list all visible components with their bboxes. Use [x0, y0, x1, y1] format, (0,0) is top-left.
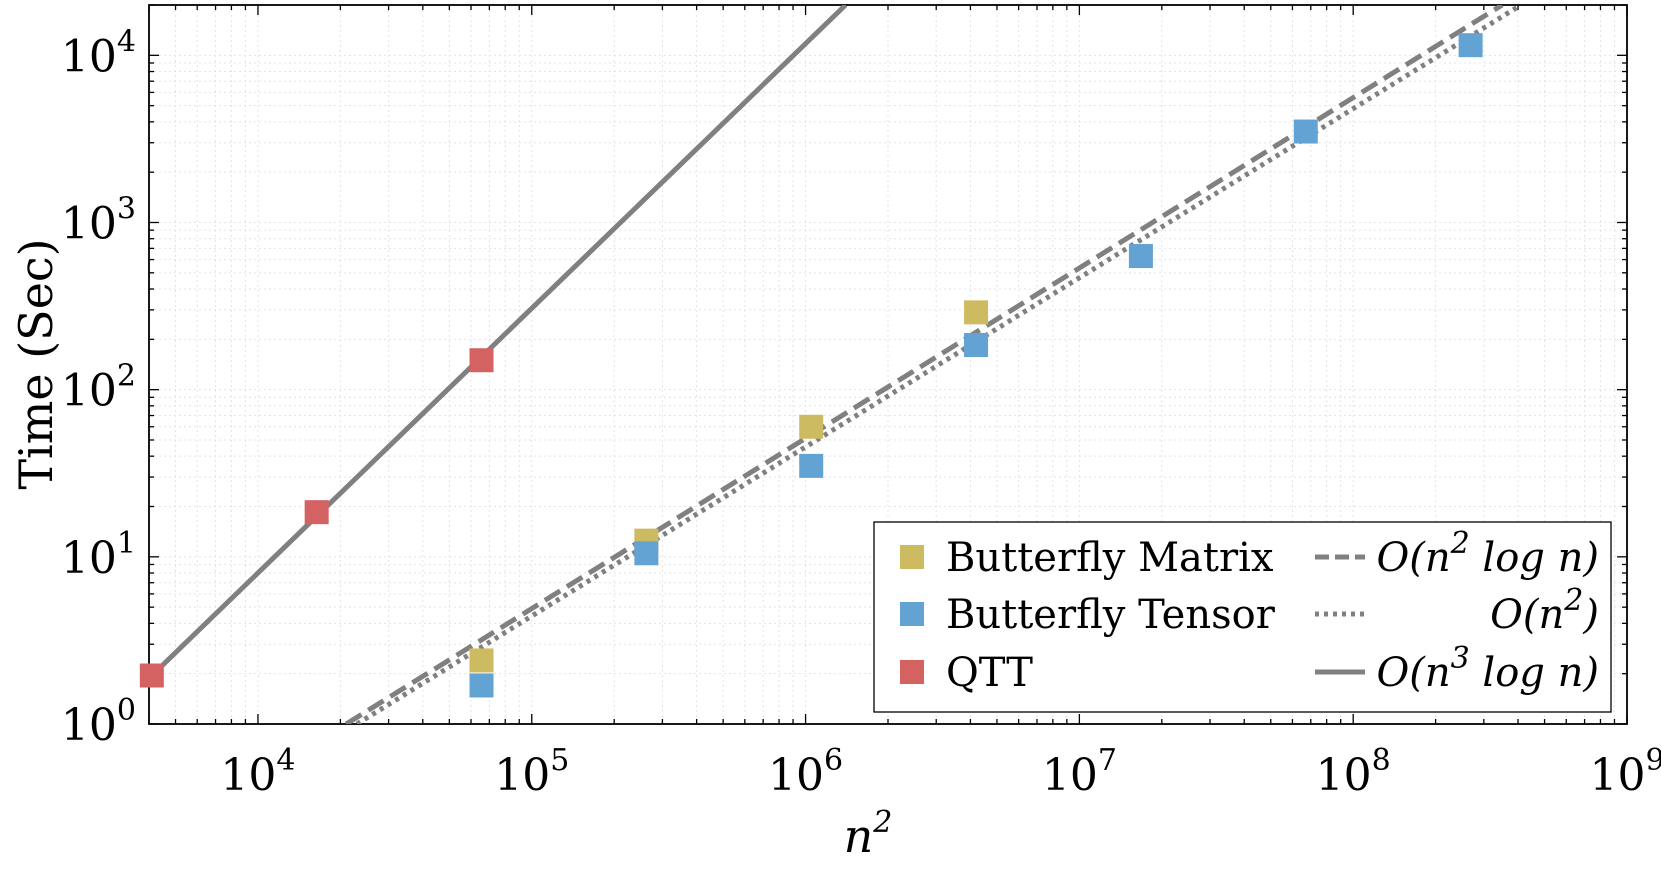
- x-axis-label: n2: [844, 805, 893, 863]
- data-point: [469, 673, 494, 698]
- legend-label: O(n2): [1490, 583, 1599, 638]
- data-point: [1293, 119, 1318, 144]
- legend-swatch: [900, 545, 924, 569]
- legend-swatch: [900, 602, 924, 626]
- y-axis-label: Time (Sec): [9, 238, 63, 489]
- data-point: [634, 541, 659, 566]
- legend-label: O(n2 log n): [1376, 526, 1599, 581]
- y-tick-label: 102: [61, 359, 136, 417]
- data-point: [1458, 33, 1483, 58]
- data-point: [964, 300, 989, 325]
- x-tick-label: 107: [1042, 743, 1117, 801]
- data-markers: [139, 33, 1483, 698]
- legend-label: QTT: [946, 650, 1033, 696]
- data-point: [964, 332, 989, 357]
- trend-line: [150, 5, 848, 678]
- legend-label: O(n3 log n): [1376, 641, 1599, 696]
- data-point: [469, 348, 494, 373]
- data-point: [139, 663, 164, 688]
- legend-label: Butterfly Matrix: [946, 535, 1274, 581]
- y-tick-label: 103: [61, 191, 136, 249]
- legend-swatch: [900, 660, 924, 684]
- legend: Butterfly Matrix Butterfly Tensor QTT O(n2 …: [873, 521, 1612, 713]
- data-point: [1128, 244, 1153, 269]
- data-point: [469, 648, 494, 673]
- x-tick-label: 106: [768, 743, 843, 801]
- x-tick-label: 108: [1316, 743, 1391, 801]
- data-point: [799, 453, 824, 478]
- y-tick-label: 101: [61, 526, 136, 584]
- axis-ticks: 104 105 106 107 108 109 100 101 102 103 104: [61, 4, 1661, 801]
- trend-line: [355, 5, 1523, 724]
- y-tick-label: 100: [61, 693, 136, 751]
- x-tick-label: 105: [494, 743, 569, 801]
- legend-box: [873, 521, 1612, 713]
- data-point: [799, 414, 824, 439]
- x-tick-label: 109: [1589, 743, 1661, 801]
- legend-label: Butterfly Tensor: [946, 592, 1276, 638]
- data-point: [304, 500, 329, 525]
- y-tick-label: 104: [61, 24, 136, 82]
- x-tick-label: 104: [220, 743, 295, 801]
